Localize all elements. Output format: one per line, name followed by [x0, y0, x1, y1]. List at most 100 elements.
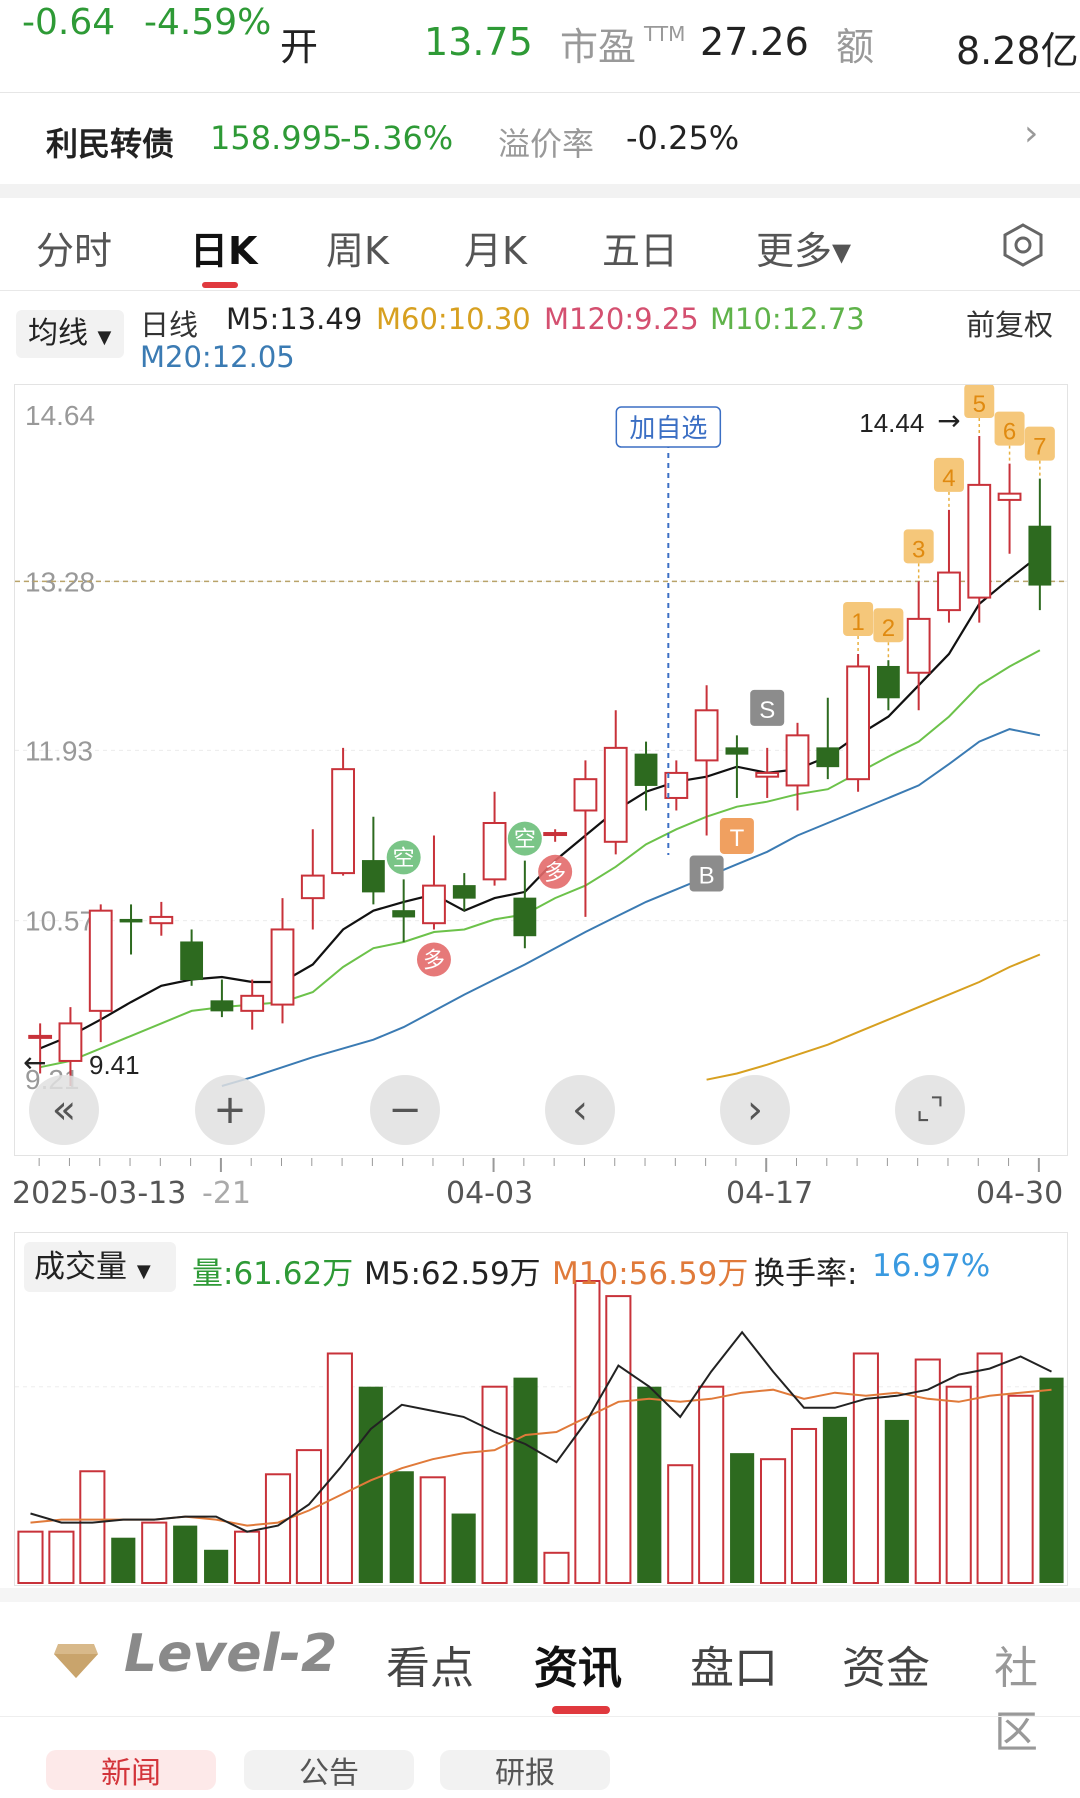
volume-m5: M5:62.59万 [364, 1256, 541, 1292]
tab-five-day[interactable]: 五日 [602, 229, 679, 273]
volume-bar-up [17, 1530, 44, 1585]
volume-bar-up [481, 1385, 508, 1584]
signal-label-red: 多 [423, 948, 445, 973]
tab-community[interactable]: 社区 [994, 1643, 1038, 1758]
ma-m20: M20:12.05 [140, 340, 295, 374]
low-arrow-icon: ← [23, 1046, 46, 1079]
tab-monthly-k[interactable]: 月K [464, 229, 527, 273]
candle-body-down [210, 1000, 234, 1012]
fullscreen-button[interactable]: ⌞⌝ [895, 1075, 965, 1145]
change-value: -0.64 [22, 2, 116, 43]
scroll-start-button[interactable]: « [29, 1075, 99, 1145]
candle-body-up [58, 1022, 83, 1062]
subtab-announcements[interactable]: 公告 [244, 1750, 414, 1791]
signal-dot-green [507, 821, 542, 856]
signal-dot-red [416, 942, 451, 977]
tab-daily-k[interactable]: 日K [190, 229, 258, 273]
ma-m120: M120:9.25 [544, 302, 699, 336]
volume-bar-up [48, 1530, 75, 1585]
signal-label-4: 4 [942, 465, 955, 492]
candle-body-up [997, 492, 1022, 501]
caret-down-icon: ▼ [136, 1261, 151, 1282]
date-tick-0417: 04-17 [726, 1176, 814, 1211]
volume-bar-up [1007, 1394, 1034, 1584]
volume-bar-up [759, 1458, 787, 1584]
candle-body-up [573, 778, 598, 812]
date-axis: 2025-03-13 -21 04-03 04-17 04-30 [12, 1158, 1066, 1218]
open-label: 开 [280, 25, 319, 69]
candle-body-up [906, 617, 931, 674]
section-divider-2 [0, 1588, 1080, 1602]
date-tick-0403: 04-03 [446, 1176, 534, 1211]
add-watchlist-label: 加自选 [629, 414, 707, 444]
signal-label-T: T [730, 825, 745, 852]
zoom-in-button[interactable]: + [195, 1075, 265, 1145]
divider [0, 1716, 1080, 1717]
signal-dot-red [538, 854, 573, 889]
candle-body-down [452, 885, 476, 899]
candle-body-down [513, 897, 537, 937]
volume-value: 量:61.62万 [192, 1256, 354, 1292]
premium-label: 溢价率 [498, 125, 595, 163]
convertible-bond-row[interactable]: 利民转债 158.995 -5.36% 溢价率 -0.25% › [0, 92, 1080, 185]
tab-more[interactable]: 更多▾ [756, 229, 852, 273]
bond-change: -5.36% [340, 119, 454, 157]
volume-bar-up [914, 1358, 941, 1584]
ma-button-label: 均线 [28, 316, 88, 351]
date-tick-0430: 04-30 [976, 1176, 1064, 1211]
volume-bar-down [513, 1377, 538, 1583]
volume-bar-down [1039, 1377, 1064, 1583]
level2-logo[interactable]: Level-2 [124, 1624, 338, 1684]
kline-canvas: 14.6413.2811.9310.579.21加自选14.44→←9.41空多… [15, 385, 1067, 1095]
subtab-news[interactable]: 新闻 [46, 1750, 216, 1791]
price-adjust-toggle[interactable]: 前复权 [966, 308, 1054, 342]
candle-body-up [240, 994, 265, 1012]
ma-selector-button[interactable]: 均线 ▼ [16, 310, 124, 358]
volume-bar-up [976, 1352, 1003, 1585]
date-tick-21: -21 [202, 1176, 251, 1211]
volume-bar-down [173, 1525, 198, 1583]
volume-legend: 成交量 ▼ 量:61.62万 M5:62.59万 M10:56.59万 换手率:… [14, 1232, 1066, 1302]
volume-bar-up [264, 1473, 292, 1584]
tab-highlights[interactable]: 看点 [386, 1643, 474, 1694]
amount-value: 8.28亿 [956, 29, 1079, 73]
tab-intraday[interactable]: 分时 [36, 229, 113, 273]
candle-body-up [755, 771, 780, 778]
signal-badge-7 [1024, 426, 1055, 461]
ma10-line [39, 649, 1041, 1069]
tab-capital-flow[interactable]: 资金 [842, 1643, 930, 1694]
tab-weekly-k[interactable]: 周K [326, 229, 389, 273]
candle-body-up [331, 768, 355, 875]
signal-badge-5 [964, 385, 995, 419]
tab-order-book[interactable]: 盘口 [690, 1643, 778, 1694]
volume-bar-up [945, 1385, 972, 1584]
subtab-reports[interactable]: 研报 [440, 1750, 610, 1791]
settings-icon[interactable] [1000, 222, 1046, 268]
volume-bar-up [543, 1551, 570, 1584]
volume-bar-up [141, 1521, 168, 1585]
ma60-line [706, 953, 1041, 1081]
ma-period: 日线 [140, 308, 199, 342]
signal-label-3: 3 [912, 536, 925, 563]
signal-badge-B [689, 855, 724, 892]
signal-label-S: S [759, 697, 775, 724]
ma-m60: M60:10.30 [376, 302, 531, 336]
ma-m5: M5:13.49 [226, 302, 363, 336]
indicator-selector-button[interactable]: 成交量 ▼ [24, 1242, 176, 1292]
candle-body-down [361, 860, 385, 893]
y-tick-label: 14.64 [25, 400, 95, 431]
tab-news[interactable]: 资讯 [534, 1643, 622, 1694]
move-right-button[interactable]: › [720, 1075, 790, 1145]
volume-bar-up [852, 1352, 879, 1585]
kline-chart[interactable]: 14.6413.2811.9310.579.21加自选14.44→←9.41空多… [14, 384, 1068, 1156]
volume-bar-down [389, 1471, 414, 1583]
low-price-label: 9.41 [89, 1050, 140, 1080]
signal-badge-1 [843, 601, 874, 636]
period-tabs: 分时 日K 周K 月K 五日 更多▾ [0, 198, 1080, 291]
candle-body-down [876, 665, 900, 699]
move-left-button[interactable]: ‹ [545, 1075, 615, 1145]
volume-chart[interactable] [14, 1232, 1068, 1586]
signal-label-6: 6 [1003, 419, 1016, 446]
signal-label-7: 7 [1033, 434, 1046, 461]
zoom-out-button[interactable]: − [370, 1075, 440, 1145]
